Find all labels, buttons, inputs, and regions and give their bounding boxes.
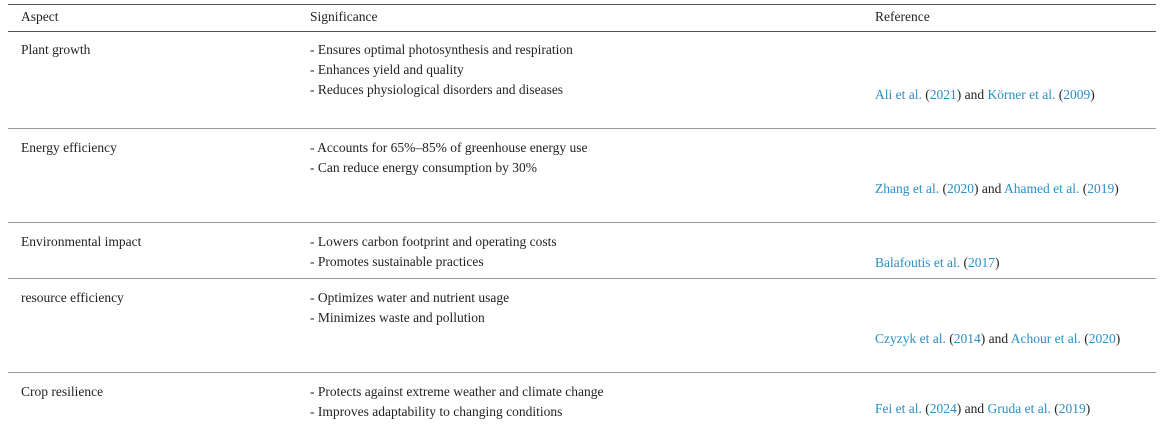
aspect-cell: Plant growth: [21, 42, 91, 57]
reference-text: (: [1080, 331, 1089, 346]
reference-cell: Ali et al. (2021) and Körner et al. (200…: [875, 84, 1160, 105]
row-rule: [8, 222, 1156, 223]
significance-line: - Reduces physiological disorders and di…: [310, 82, 564, 97]
citation-link: Ali et al.: [875, 87, 922, 102]
reference-text: ): [994, 255, 1000, 270]
reference-text: ): [1090, 87, 1095, 102]
citation-link: Zhang et al.: [875, 181, 940, 196]
reference-text: (: [1050, 401, 1059, 416]
citation-link: 2019: [1087, 181, 1115, 196]
significance-line: - Enhances yield and quality: [310, 62, 464, 77]
significance-line: - Minimizes waste and pollution: [310, 310, 485, 325]
reference-text: ) and: [980, 331, 1011, 346]
citation-link: 2021: [929, 87, 957, 102]
reference-text: (: [1079, 181, 1088, 196]
significance-line: - Can reduce energy consumption by 30%: [310, 160, 537, 175]
citation-link: 2017: [967, 255, 995, 270]
reference-text: (: [945, 331, 954, 346]
aspect-cell: Energy efficiency: [21, 140, 117, 155]
aspect-cell: Crop resilience: [21, 384, 104, 399]
row-rule: [8, 128, 1156, 129]
reference-text: (: [960, 255, 968, 270]
significance-line: - Accounts for 65%–85% of greenhouse ene…: [310, 140, 588, 155]
reference-text: ): [1085, 401, 1091, 416]
row-rule: [8, 372, 1156, 373]
citation-link: 2024: [929, 401, 957, 416]
reference-text: ) and: [973, 181, 1004, 196]
significance-line: - Protects against extreme weather and c…: [310, 384, 604, 399]
significance-line: - Improves adaptability to changing cond…: [310, 404, 563, 419]
significance-line: - Ensures optimal photosynthesis and res…: [310, 42, 573, 57]
citation-link: Achour et al.: [1010, 331, 1081, 346]
reference-cell: Czyzyk et al. (2014) and Achour et al. (…: [875, 328, 1160, 349]
header-cell: Significance: [310, 9, 378, 24]
reference-text: (: [939, 181, 947, 196]
top-rule: [8, 4, 1156, 5]
citation-link: Ahamed et al.: [1003, 181, 1080, 196]
reference-text: (: [921, 401, 930, 416]
header-cell: Aspect: [21, 9, 59, 24]
citation-link: Czyzyk et al.: [875, 331, 946, 346]
citation-link: 2020: [946, 181, 974, 196]
reference-text: ): [1115, 331, 1121, 346]
citation-link: 2014: [953, 331, 981, 346]
reference-text: (: [921, 87, 930, 102]
reference-text: ) and: [956, 401, 988, 416]
citation-link: Gruda et al.: [987, 401, 1051, 416]
significance-line: - Lowers carbon footprint and operating …: [310, 234, 557, 249]
citation-link: Balafoutis et al.: [875, 255, 961, 270]
reference-cell: Zhang et al. (2020) and Ahamed et al. (2…: [875, 178, 1160, 199]
citation-link: 2019: [1058, 401, 1086, 416]
header-rule: [8, 31, 1156, 32]
reference-text: ) and: [956, 87, 988, 102]
significance-line: - Optimizes water and nutrient usage: [310, 290, 510, 305]
significance-line: - Promotes sustainable practices: [310, 254, 484, 269]
header-cell: Reference: [875, 9, 930, 24]
reference-text: ): [1114, 181, 1119, 196]
reference-cell: Fei et al. (2024) and Gruda et al. (2019…: [875, 398, 1160, 419]
citation-link: 2020: [1088, 331, 1116, 346]
aspect-cell: Environmental impact: [21, 234, 142, 249]
citation-link: Fei et al.: [875, 401, 922, 416]
citation-link: 2009: [1063, 87, 1091, 102]
citation-link: Körner et al.: [987, 87, 1056, 102]
reference-cell: Balafoutis et al. (2017): [875, 252, 1160, 273]
reference-text: (: [1055, 87, 1064, 102]
row-rule: [8, 278, 1156, 279]
aspect-cell: resource efficiency: [21, 290, 124, 305]
